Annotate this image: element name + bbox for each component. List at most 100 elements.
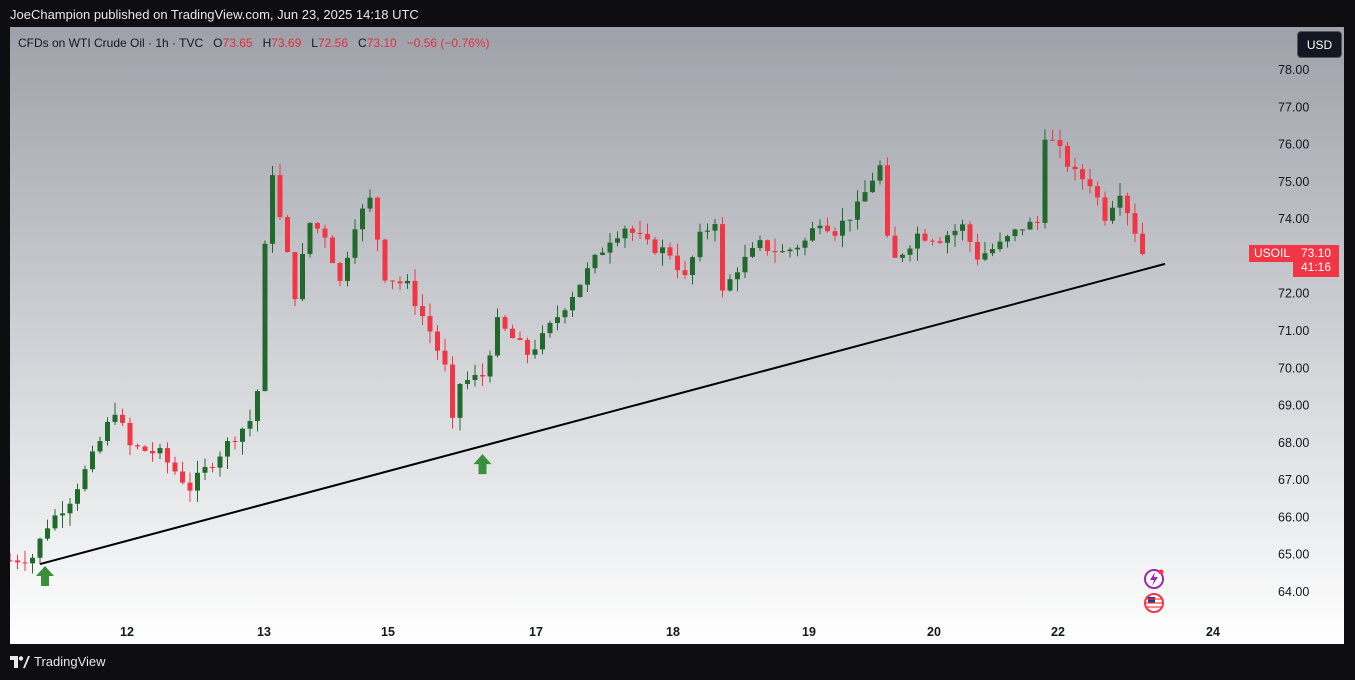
candle-body: [330, 237, 335, 264]
candle-body: [10, 560, 13, 562]
candle-body: [742, 256, 748, 273]
symbol-tag: USOIL: [1249, 245, 1296, 262]
candle-body: [892, 235, 898, 258]
currency-button[interactable]: USD: [1297, 31, 1342, 58]
candle-body: [1132, 213, 1138, 234]
candle-body: [840, 220, 845, 236]
candle-body: [930, 240, 935, 242]
candle-body: [120, 414, 125, 423]
notification-dot-icon: [1158, 569, 1164, 575]
publisher-line: JoeChampion published on TradingView.com…: [10, 7, 419, 22]
candle-body: [660, 247, 665, 254]
candle-body: [255, 391, 260, 422]
candle-body: [975, 241, 980, 260]
candle-body: [877, 165, 883, 181]
candle-body: [240, 428, 245, 442]
candle-body: [1065, 145, 1070, 167]
y-tick-label: 77.00: [1278, 100, 1309, 114]
chart-svg[interactable]: 78.0077.0076.0075.0074.0073.0072.0071.00…: [10, 27, 1344, 644]
candle-body: [817, 225, 823, 229]
candle-body: [982, 253, 988, 260]
candle-body: [1140, 233, 1145, 255]
candle-body: [442, 350, 448, 365]
candle-body: [367, 197, 373, 209]
candle-body: [705, 230, 710, 232]
candle-body: [82, 469, 88, 490]
candle-body: [525, 339, 530, 355]
footer-brand[interactable]: TradingView: [10, 654, 106, 669]
candle-body: [652, 239, 658, 254]
candle-body: [247, 421, 253, 429]
legend-c-label: C: [358, 36, 367, 50]
y-tick-label: 71.00: [1278, 324, 1309, 338]
candle-body: [757, 240, 763, 248]
legend-symbol[interactable]: CFDs on WTI Crude Oil · 1h · TVC: [18, 36, 204, 50]
candle-body: [645, 233, 650, 240]
candle-body: [225, 441, 230, 457]
y-tick-label: 76.00: [1278, 138, 1309, 152]
x-tick-label: 18: [666, 625, 680, 639]
legend-o-label: O: [213, 36, 223, 50]
y-tick-label: 67.00: [1278, 473, 1309, 487]
candle-body: [427, 316, 433, 332]
candle-body: [772, 251, 778, 253]
candle-body: [802, 240, 808, 248]
candle-body: [390, 280, 395, 282]
candle-body: [112, 414, 118, 422]
candle-body: [322, 228, 328, 238]
candle-body: [75, 489, 80, 504]
candle-body: [885, 165, 890, 236]
candle-body: [480, 374, 485, 377]
legend-close: 73.10: [366, 36, 397, 50]
footer-brand-label: TradingView: [34, 654, 106, 669]
x-tick-label: 13: [257, 625, 271, 639]
candle-body: [1095, 186, 1100, 198]
support-trendline: [39, 262, 1166, 566]
candle-body: [570, 296, 575, 311]
chart-pane[interactable]: 78.0077.0076.0075.0074.0073.0072.0071.00…: [10, 27, 1344, 644]
candle-body: [495, 317, 500, 356]
last-price-value: 73.10: [1300, 246, 1332, 260]
y-tick-label: 78.00: [1278, 63, 1309, 77]
candle-body: [292, 252, 298, 300]
candle-body: [997, 241, 1003, 250]
candle-body: [922, 233, 928, 241]
y-tick-label: 74.00: [1278, 212, 1309, 226]
candle-body: [960, 224, 965, 231]
legend-h-label: H: [262, 36, 272, 50]
candle-body: [450, 364, 455, 418]
candle-body: [420, 306, 425, 317]
candle-body: [30, 557, 35, 564]
candle-body: [135, 445, 140, 447]
candle-body: [1080, 169, 1085, 180]
x-tick-label: 20: [927, 625, 941, 639]
legend-l-label: L: [311, 36, 318, 50]
candle-body: [787, 249, 793, 252]
candle-body: [510, 328, 515, 339]
candle-body: [1050, 139, 1055, 141]
candle-body: [952, 230, 958, 236]
y-tick-label: 65.00: [1278, 548, 1309, 562]
candle-body: [360, 208, 365, 230]
candle-body: [277, 175, 283, 218]
x-tick-label: 19: [802, 625, 816, 639]
candle-body: [232, 441, 238, 443]
up-arrow-icon: [36, 566, 54, 587]
candle-body: [262, 243, 268, 392]
candle-body: [97, 441, 103, 452]
candle-body: [315, 222, 320, 229]
candle-body: [465, 379, 470, 384]
legend-change: −0.56 (−0.76%): [406, 36, 490, 50]
candle-body: [202, 466, 208, 473]
y-tick-label: 64.00: [1278, 585, 1309, 599]
candle-body: [405, 280, 410, 284]
candle-body: [615, 238, 620, 243]
candle-body: [1110, 207, 1115, 221]
candle-body: [600, 252, 605, 255]
candle-body: [862, 192, 868, 202]
y-tick-label: 68.00: [1278, 436, 1309, 450]
candle-body: [337, 263, 343, 281]
candle-body: [915, 233, 920, 249]
y-tick-label: 66.00: [1278, 510, 1309, 524]
y-tick-label: 72.00: [1278, 287, 1309, 301]
